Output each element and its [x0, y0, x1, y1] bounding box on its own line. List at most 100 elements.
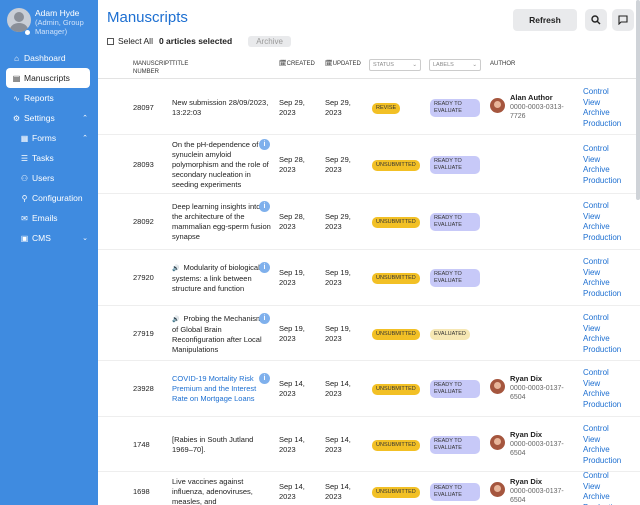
table-row[interactable]: 28093 On the pH-dependence of α-synuclein… — [98, 135, 640, 194]
label-badge[interactable]: READY TO EVALUATE — [430, 436, 480, 454]
action-production-link[interactable]: Production — [583, 399, 622, 409]
info-icon[interactable]: i — [259, 313, 270, 324]
manuscript-number: 27919 — [133, 329, 154, 338]
action-production-link[interactable]: Production — [583, 118, 622, 128]
author-avatar — [490, 435, 505, 450]
info-icon[interactable]: i — [259, 139, 270, 150]
created-date: Sep 19, 2023 — [279, 324, 305, 343]
manuscript-title-text: Probing the Mechanisms of Global Brain R… — [172, 314, 267, 354]
action-view-link[interactable]: View — [583, 434, 601, 444]
table-row[interactable]: 28092 Deep learning insights into the arc… — [98, 194, 640, 250]
status-filter-label: STATUS — [373, 62, 394, 68]
sidebar-item-label: Configuration — [32, 193, 83, 203]
sidebar-item-label: CMS — [32, 233, 51, 243]
manuscript-title-text: Modularity of biological systems: a link… — [172, 263, 260, 293]
sidebar-item-cms[interactable]: ▣ CMS ⌄ — [0, 228, 98, 248]
archive-button[interactable]: Archive — [248, 35, 291, 47]
table-row[interactable]: 27919 🔊 Probing the Mechanisms of Global B… — [98, 306, 640, 361]
table-row[interactable]: 1698 Live vaccines against influenza, ade… — [98, 471, 640, 505]
table-row[interactable]: 23928 COVID-19 Mortality Risk Premium and… — [98, 361, 640, 417]
main-content: Manuscripts Refresh Select All 0 article… — [98, 0, 640, 505]
col-manuscript-number[interactable]: MANUSCRIPT NUMBER — [133, 61, 173, 75]
table-row[interactable]: 1748 [Rabies in South Jutland 1969–70]. Se… — [98, 417, 640, 472]
manuscript-title: New submission 28/09/2023, 13:22:03 — [172, 98, 272, 118]
label-badge[interactable]: READY TO EVALUATE — [430, 213, 480, 231]
chat-button[interactable] — [612, 9, 634, 31]
select-all-label[interactable]: Select All — [118, 36, 153, 46]
audio-icon: 🔊 — [172, 317, 180, 323]
action-archive-link[interactable]: Archive — [583, 492, 610, 501]
label-badge[interactable]: READY TO EVALUATE — [430, 156, 480, 174]
action-control-link[interactable]: Control — [583, 87, 609, 96]
action-archive-link[interactable]: Archive — [583, 165, 610, 174]
action-view-link[interactable]: View — [583, 211, 601, 221]
sidebar-item-users[interactable]: ⚇ Users — [0, 168, 98, 188]
action-archive-link[interactable]: Archive — [583, 334, 610, 343]
manuscript-number: 27920 — [133, 273, 154, 282]
action-control-link[interactable]: Control — [583, 424, 609, 433]
sidebar-item-manuscripts[interactable]: ▤ Manuscripts — [6, 68, 90, 88]
action-view-link[interactable]: View — [583, 97, 601, 107]
action-control-link[interactable]: Control — [583, 368, 609, 377]
chevron-down-icon: ⌄ — [82, 235, 88, 242]
sidebar-item-dashboard[interactable]: ⌂ Dashboard — [0, 48, 98, 68]
label-badge[interactable]: READY TO EVALUATE — [430, 99, 480, 117]
select-all-checkbox[interactable] — [107, 37, 114, 45]
label-badge[interactable]: READY TO EVALUATE — [430, 483, 480, 501]
action-view-link[interactable]: View — [583, 154, 601, 164]
label-badge[interactable]: READY TO EVALUATE — [430, 380, 480, 398]
action-control-link[interactable]: Control — [583, 313, 609, 322]
action-control-link[interactable]: Control — [583, 471, 609, 480]
action-control-link[interactable]: Control — [583, 201, 609, 210]
action-production-link[interactable]: Production — [583, 455, 622, 465]
manuscript-title: 🔊 Modularity of biological systems: a lin… — [172, 263, 272, 294]
manuscript-title[interactable]: COVID-19 Mortality Risk Premium and the … — [172, 374, 272, 404]
table-row[interactable]: 27920 🔊 Modularity of biological systems: … — [98, 250, 640, 306]
action-archive-link[interactable]: Archive — [583, 389, 610, 398]
chevron-up-icon: ⌃ — [82, 135, 88, 142]
action-view-link[interactable]: View — [583, 481, 601, 491]
info-icon[interactable]: i — [259, 373, 270, 384]
info-icon[interactable]: i — [259, 201, 270, 212]
labels-filter[interactable]: ⌄ LABELS — [429, 59, 481, 71]
sidebar-item-settings[interactable]: ⚙ Settings ⌃ — [0, 108, 98, 128]
user-avatar[interactable] — [7, 8, 31, 32]
action-view-link[interactable]: View — [583, 378, 601, 388]
sidebar-item-reports[interactable]: ∿ Reports — [0, 88, 98, 108]
col-updated[interactable]: 🗓UPDATED — [325, 61, 361, 67]
search-button[interactable] — [585, 9, 607, 31]
action-archive-link[interactable]: Archive — [583, 108, 610, 117]
scrollbar[interactable] — [636, 0, 640, 200]
sidebar-item-emails[interactable]: ✉ Emails — [0, 208, 98, 228]
status-filter[interactable]: ⌄ STATUS — [369, 59, 421, 71]
action-view-link[interactable]: View — [583, 323, 601, 333]
col-created[interactable]: 🗓CREATED — [279, 61, 315, 67]
action-production-link[interactable]: Production — [583, 503, 621, 505]
action-archive-link[interactable]: Archive — [583, 445, 610, 454]
label-badge[interactable]: EVALUATED — [430, 329, 470, 340]
manuscript-title-text[interactable]: COVID-19 Mortality Risk Premium and the … — [172, 374, 257, 403]
author-orcid: 0000-0003-0137-6504 — [510, 488, 564, 504]
action-production-link[interactable]: Production — [583, 175, 622, 185]
info-icon[interactable]: i — [259, 262, 270, 273]
refresh-button[interactable]: Refresh — [513, 9, 577, 31]
label-badge[interactable]: READY TO EVALUATE — [430, 269, 480, 287]
action-production-link[interactable]: Production — [583, 344, 622, 354]
action-production-link[interactable]: Production — [583, 232, 622, 242]
action-archive-link[interactable]: Archive — [583, 222, 610, 231]
sidebar-item-forms[interactable]: ▦ Forms ⌃ — [0, 128, 98, 148]
sidebar-item-configuration[interactable]: ⚲ Configuration — [0, 188, 98, 208]
sidebar-item-tasks[interactable]: ☰ Tasks — [0, 148, 98, 168]
table-row[interactable]: 28097 New submission 28/09/2023, 13:22:03… — [98, 80, 640, 135]
col-title[interactable]: TITLE — [172, 61, 189, 67]
action-view-link[interactable]: View — [583, 267, 601, 277]
action-control-link[interactable]: Control — [583, 144, 609, 153]
action-production-link[interactable]: Production — [583, 288, 622, 298]
action-control-link[interactable]: Control — [583, 257, 609, 266]
action-archive-link[interactable]: Archive — [583, 278, 610, 287]
manuscript-number: 1748 — [133, 440, 150, 449]
author-avatar — [490, 379, 505, 394]
